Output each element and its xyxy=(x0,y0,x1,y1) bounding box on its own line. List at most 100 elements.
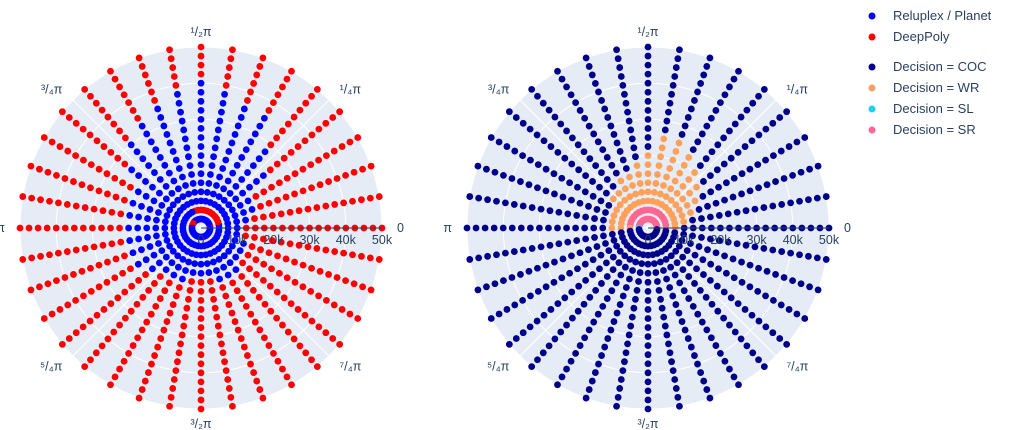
point-deeppoly xyxy=(316,181,324,189)
point-reluplex xyxy=(239,189,247,197)
point-coc xyxy=(624,340,631,348)
point-deeppoly xyxy=(81,85,89,93)
point-reluplex xyxy=(158,247,166,255)
point-reluplex xyxy=(209,258,217,266)
point-coc xyxy=(493,251,500,259)
legend-item-sl[interactable]: Decision = SL xyxy=(868,101,974,116)
point-reluplex xyxy=(127,141,135,149)
point-deeppoly xyxy=(336,340,344,348)
point-coc xyxy=(726,365,733,373)
point-coc xyxy=(505,340,513,348)
point-reluplex xyxy=(149,183,156,191)
point-deeppoly xyxy=(242,232,249,240)
point-coc xyxy=(706,235,714,243)
point-coc xyxy=(644,405,652,413)
point-deeppoly xyxy=(147,310,155,318)
point-coc xyxy=(533,317,541,325)
point-coc xyxy=(617,73,625,80)
point-deeppoly xyxy=(290,335,298,343)
legend-item-reluplex[interactable]: Reluplex / Planet xyxy=(868,8,992,23)
point-coc xyxy=(576,249,584,257)
point-deeppoly xyxy=(313,85,321,93)
point-wr xyxy=(658,144,666,152)
point-deeppoly xyxy=(163,318,171,325)
point-coc xyxy=(704,246,711,254)
point-coc xyxy=(760,245,768,252)
point-deeppoly xyxy=(283,373,291,381)
point-deeppoly xyxy=(244,352,251,359)
point-coc xyxy=(589,192,597,200)
point-deeppoly xyxy=(295,241,303,249)
point-deeppoly xyxy=(265,249,273,257)
radial-tick-label: 40k xyxy=(336,233,357,247)
point-reluplex xyxy=(168,259,176,267)
point-coc xyxy=(727,154,735,162)
legend-item-deeppoly[interactable]: DeepPoly xyxy=(868,29,950,44)
point-reluplex xyxy=(197,134,205,141)
point-deeppoly xyxy=(316,267,324,275)
point-reluplex xyxy=(220,196,228,204)
point-coc xyxy=(510,248,518,255)
point-wr xyxy=(683,201,691,209)
point-coc xyxy=(591,80,599,87)
point-coc xyxy=(589,256,597,264)
point-deeppoly xyxy=(354,315,362,322)
point-wr xyxy=(626,173,633,181)
legend-item-wr[interactable]: Decision = WR xyxy=(868,80,980,95)
point-coc xyxy=(484,252,491,260)
point-reluplex xyxy=(259,172,267,180)
point-coc xyxy=(776,335,784,342)
point-deeppoly xyxy=(349,197,356,205)
point-deeppoly xyxy=(116,127,123,135)
point-deeppoly xyxy=(93,137,101,145)
point-deeppoly xyxy=(228,309,236,317)
point-deeppoly xyxy=(274,252,281,260)
point-coc xyxy=(703,122,711,130)
point-wr xyxy=(635,171,642,178)
point-reluplex xyxy=(154,105,162,113)
point-coc xyxy=(511,301,519,309)
point-reluplex xyxy=(228,139,236,147)
point-coc xyxy=(487,134,495,141)
point-deeppoly xyxy=(72,246,80,254)
point-deeppoly xyxy=(256,63,264,70)
point-coc xyxy=(708,300,716,308)
point-wr xyxy=(644,161,652,169)
point-deeppoly xyxy=(145,286,153,294)
point-coc xyxy=(576,199,584,207)
point-deeppoly xyxy=(286,208,294,216)
point-wr xyxy=(608,224,616,232)
point-reluplex xyxy=(191,260,199,268)
point-coc xyxy=(684,114,692,121)
point-coc xyxy=(797,168,805,176)
legend-item-sr[interactable]: Decision = SR xyxy=(868,122,976,137)
point-deeppoly xyxy=(185,295,192,303)
point-deeppoly xyxy=(111,75,119,83)
point-reluplex xyxy=(219,165,227,172)
point-coc xyxy=(691,251,699,259)
point-coc xyxy=(581,114,589,122)
point-coc xyxy=(627,126,635,134)
legend-item-coc[interactable]: Decision = COC xyxy=(868,59,987,74)
point-reluplex xyxy=(166,206,174,214)
point-deeppoly xyxy=(127,265,134,273)
point-deeppoly xyxy=(197,306,205,313)
point-deeppoly xyxy=(251,215,258,222)
point-coc xyxy=(660,267,667,274)
point-coc xyxy=(787,249,794,257)
angular-tick-label: ¹/₂π xyxy=(637,25,658,39)
point-reluplex xyxy=(179,255,187,263)
point-coc xyxy=(668,358,675,366)
point-deeppoly xyxy=(259,213,267,221)
point-coc xyxy=(576,342,584,349)
point-deeppoly xyxy=(55,249,62,257)
point-coc xyxy=(519,152,526,160)
point-coc xyxy=(703,63,711,70)
point-coc xyxy=(502,249,509,257)
data-points xyxy=(463,43,833,413)
point-deeppoly xyxy=(367,162,375,170)
point-deeppoly xyxy=(346,138,354,146)
radial-tick-label: 30k xyxy=(300,233,321,247)
point-coc xyxy=(731,328,739,336)
point-deeppoly xyxy=(70,224,78,232)
